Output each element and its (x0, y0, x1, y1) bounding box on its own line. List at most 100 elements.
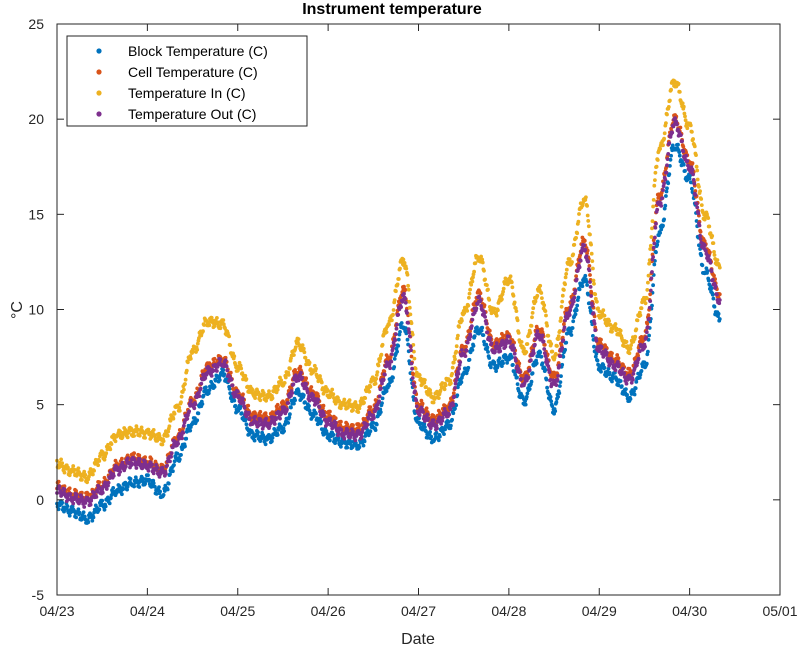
data-point (681, 162, 686, 167)
data-point (482, 339, 486, 344)
data-point (403, 287, 408, 292)
data-point (384, 330, 389, 334)
data-point (524, 394, 529, 399)
data-point (528, 330, 533, 335)
data-point (307, 360, 312, 365)
data-point (530, 371, 535, 376)
data-point (155, 438, 160, 443)
data-point (423, 378, 427, 382)
data-point (585, 213, 590, 218)
data-point (587, 268, 592, 273)
data-point (716, 311, 721, 316)
data-point (555, 344, 559, 348)
data-point (542, 303, 547, 308)
data-point (428, 430, 432, 434)
x-tick-label: 04/30 (672, 603, 707, 619)
data-point (177, 405, 182, 410)
data-points-layer (55, 78, 722, 525)
data-point (694, 153, 698, 158)
data-point (153, 433, 157, 437)
data-point (307, 404, 311, 408)
data-point (602, 365, 607, 370)
data-point (571, 252, 576, 257)
data-point (599, 344, 604, 349)
data-point (664, 170, 669, 175)
data-point (100, 450, 105, 455)
data-point (494, 369, 498, 373)
data-point (670, 130, 675, 135)
data-point (695, 168, 700, 173)
data-point (375, 370, 380, 374)
data-point (256, 430, 260, 435)
data-point (345, 445, 350, 450)
data-point (447, 412, 452, 417)
data-point (621, 366, 625, 371)
data-point (302, 350, 307, 355)
data-point (246, 410, 251, 415)
data-point (680, 101, 685, 106)
data-point (339, 419, 343, 424)
data-point (172, 463, 176, 467)
data-point (706, 278, 711, 283)
data-point (279, 378, 284, 383)
data-point (663, 177, 668, 182)
data-point (453, 357, 457, 362)
data-point (123, 428, 128, 432)
data-point (650, 219, 655, 224)
data-point (646, 325, 650, 330)
data-point (166, 481, 171, 486)
data-point (596, 362, 600, 367)
y-tick-label: 10 (28, 302, 44, 318)
data-point (702, 243, 707, 247)
data-point (396, 344, 401, 348)
data-point (501, 333, 505, 338)
data-point (645, 288, 650, 292)
data-point (593, 354, 598, 359)
data-point (68, 492, 73, 496)
data-point (171, 416, 176, 421)
data-point (376, 363, 381, 368)
data-point (683, 118, 688, 123)
data-point (510, 285, 515, 290)
data-point (183, 382, 187, 386)
data-point (56, 507, 61, 512)
data-point (643, 344, 647, 349)
data-point (193, 402, 198, 407)
data-point (560, 293, 565, 298)
data-point (564, 340, 569, 345)
data-point (553, 352, 558, 356)
data-point (67, 486, 72, 491)
data-point (328, 416, 333, 421)
data-point (570, 326, 575, 330)
data-point (562, 325, 567, 330)
data-point (515, 382, 520, 386)
data-point (713, 284, 718, 288)
data-point (373, 381, 378, 386)
data-point (167, 424, 172, 429)
data-point (468, 334, 473, 339)
data-point (186, 360, 190, 365)
data-point (496, 364, 500, 368)
data-point (83, 473, 88, 477)
data-point (540, 333, 545, 338)
data-point (435, 426, 439, 431)
legend-entry-label: Temperature Out (C) (128, 106, 256, 122)
data-point (436, 438, 441, 443)
data-point (588, 285, 593, 289)
data-point (547, 370, 552, 374)
data-point (453, 406, 457, 411)
data-point (635, 318, 640, 323)
data-point (649, 276, 654, 281)
y-axis-label: °C (9, 301, 26, 319)
data-point (331, 392, 336, 396)
data-point (125, 456, 130, 461)
data-point (694, 219, 699, 223)
data-point (282, 381, 287, 385)
data-point (618, 379, 623, 383)
data-point (270, 396, 275, 401)
data-point (652, 183, 657, 188)
data-point (685, 159, 690, 163)
data-point (209, 374, 214, 378)
data-point (239, 411, 244, 415)
data-point (485, 330, 490, 335)
